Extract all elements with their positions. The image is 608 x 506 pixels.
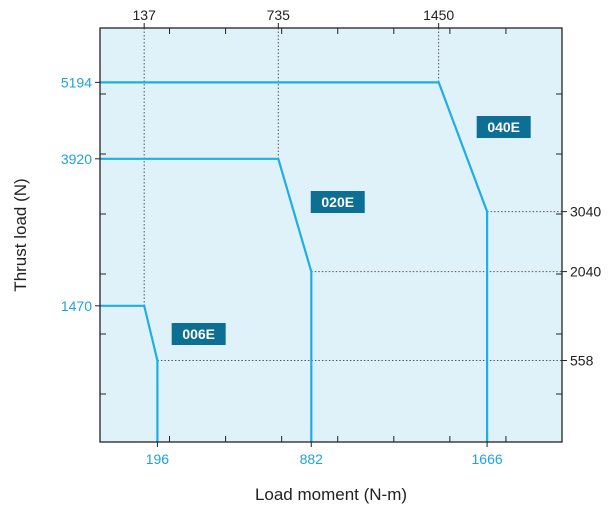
- badge-label: 020E: [321, 194, 354, 210]
- plot-area: [100, 28, 562, 442]
- y-tick-label-right: 3040: [570, 204, 601, 220]
- guide-lines: [143, 28, 562, 362]
- series-line-020E: [100, 157, 313, 442]
- x-axis-title: Load moment (N-m): [255, 485, 407, 504]
- badge-box: [476, 116, 531, 138]
- badge-label: 006E: [182, 326, 215, 342]
- y-axis-title: Thrust load (N): [11, 178, 30, 291]
- series-badges: 006E 020E 040E: [171, 116, 531, 345]
- x-tick-label-top: 735: [267, 7, 291, 23]
- y-tick-label-right: 558: [570, 353, 594, 369]
- tick-labels: 196 882 1666 137 735 1450 1470 3920 5194 558 2040 3…: [61, 7, 602, 467]
- series-badge-020E: 020E: [310, 191, 365, 213]
- plot-frame: [99, 27, 563, 443]
- badge-box: [310, 191, 365, 213]
- minor-ticks: [95, 23, 567, 447]
- x-tick-label: 1666: [472, 451, 503, 467]
- y-tick-label: 1470: [61, 298, 92, 314]
- badge-box: [171, 323, 226, 345]
- badge-label: 040E: [487, 119, 520, 135]
- series-badge-006E: 006E: [171, 323, 226, 345]
- x-tick-label: 196: [146, 451, 170, 467]
- series-lines: [100, 81, 489, 442]
- series-line-006E: [100, 304, 159, 442]
- series-line-040E: [100, 81, 489, 442]
- y-tick-label: 3920: [61, 151, 92, 167]
- y-tick-label-right: 2040: [570, 264, 601, 280]
- x-tick-label-top: 1450: [423, 7, 454, 23]
- series-badge-040E: 040E: [476, 116, 531, 138]
- x-tick-label: 882: [300, 451, 324, 467]
- x-tick-label-top: 137: [133, 7, 157, 23]
- y-tick-label: 5194: [61, 74, 92, 90]
